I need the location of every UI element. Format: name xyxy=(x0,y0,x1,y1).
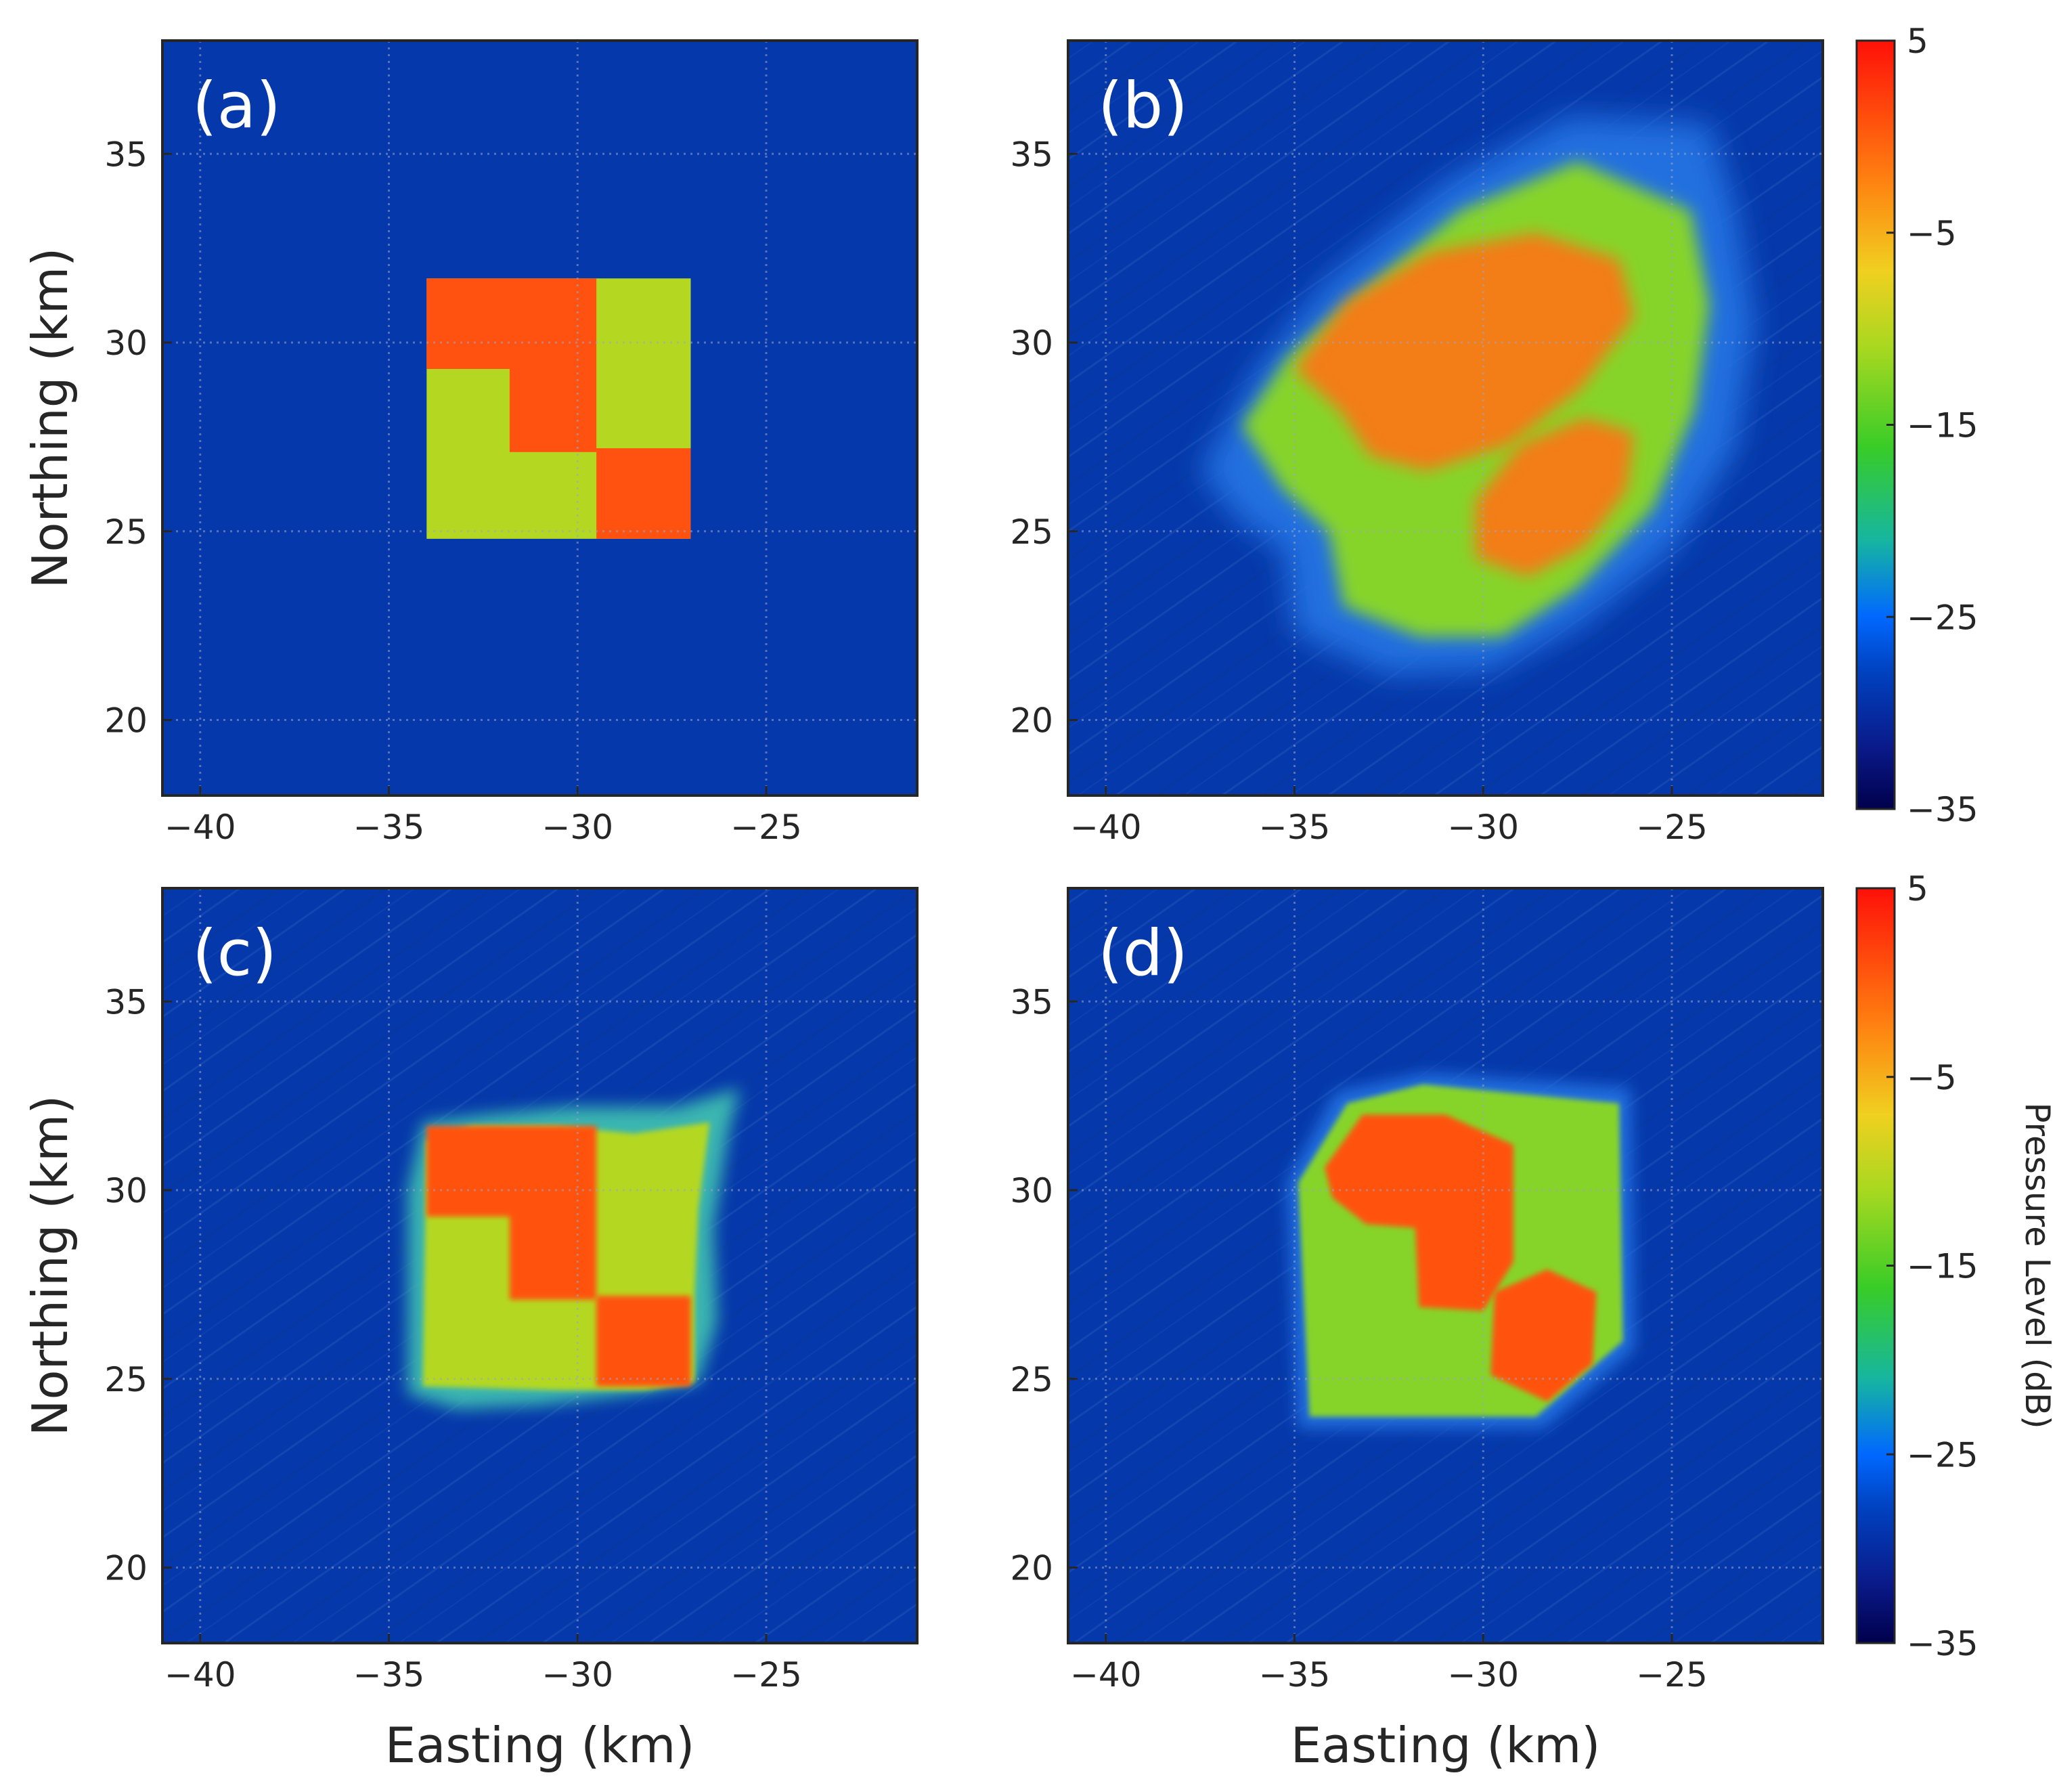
y-tick-label: 20 xyxy=(104,1549,148,1588)
x-axis-label: Easting (km) xyxy=(1291,1717,1601,1774)
y-tick-label: 30 xyxy=(104,324,148,363)
y-tick-label: 20 xyxy=(1010,1549,1053,1588)
x-tick-label: −35 xyxy=(353,808,425,847)
plot-area xyxy=(162,888,917,1643)
y-axis-label: Northing (km) xyxy=(22,1095,79,1437)
region-d-3 xyxy=(1490,1269,1597,1402)
x-tick-label: −30 xyxy=(541,1655,613,1695)
colorbar-tick-label: 5 xyxy=(1907,22,1928,61)
colorbar-tick-label: −35 xyxy=(1907,790,1978,829)
y-tick-label: 20 xyxy=(1010,701,1053,741)
x-tick-label: −25 xyxy=(1636,1655,1708,1695)
x-tick-label: −40 xyxy=(164,808,236,847)
colorbar-tick-label: −35 xyxy=(1907,1624,1978,1663)
y-tick-label: 20 xyxy=(104,701,148,741)
colorbar-tick-label: 5 xyxy=(1907,869,1928,909)
region-c-3 xyxy=(596,1296,691,1386)
x-tick-label: −30 xyxy=(1447,808,1519,847)
panel-frame xyxy=(161,887,919,1644)
panel-b: −40 −35 −30 −25 20 25 30 35 (b) xyxy=(1010,39,1824,847)
colorbar-label: Pressure Level (dB) xyxy=(2018,1102,2057,1428)
y-tick-label: 25 xyxy=(104,512,148,552)
panel-label: (d) xyxy=(1098,917,1188,990)
y-tick-label: 25 xyxy=(104,1360,148,1399)
y-tick-label: 25 xyxy=(1010,1360,1053,1399)
y-tick-label: 35 xyxy=(104,982,148,1022)
panel-frame xyxy=(161,39,919,797)
plot-area xyxy=(1068,888,1823,1643)
y-tick-label: 30 xyxy=(1010,1171,1053,1210)
x-tick-label: −25 xyxy=(730,1655,802,1695)
panel-d: −40 −35 −30 −25 20 25 30 35 (d) Easting (km) xyxy=(1010,887,1824,1774)
colorbar-tick-label: −15 xyxy=(1907,1247,1978,1286)
y-tick-label: 35 xyxy=(1010,135,1053,174)
region-d-2 xyxy=(1325,1114,1513,1311)
colorbar-tick-label: −25 xyxy=(1907,1435,1978,1474)
panel-label: (a) xyxy=(192,69,281,143)
region-c-2 xyxy=(426,1126,597,1300)
x-tick-label: −25 xyxy=(1636,808,1708,847)
x-axis-label: Easting (km) xyxy=(385,1717,695,1774)
y-tick-label: 30 xyxy=(1010,324,1053,363)
y-tick-label: 30 xyxy=(104,1171,148,1210)
x-tick-label: −30 xyxy=(1447,1655,1519,1695)
x-tick-label: −35 xyxy=(353,1655,425,1695)
x-tick-label: −30 xyxy=(541,808,613,847)
colorbar-1: 5 −5 −15 −25 −35 xyxy=(1855,22,1978,829)
y-tick-label: 35 xyxy=(1010,982,1053,1022)
panel-label: (b) xyxy=(1098,69,1188,143)
x-tick-label: −40 xyxy=(1070,808,1142,847)
panel-label: (c) xyxy=(192,917,277,990)
panel-frame xyxy=(1067,39,1824,797)
colorbars-layer: 5 −5 −15 −25 −35 5 −5 −15 −25 −35 Pressure Level (… xyxy=(1855,22,2057,1663)
x-tick-label: −25 xyxy=(730,808,802,847)
x-tick-label: −35 xyxy=(1259,1655,1331,1695)
panel-a: −40 −35 −30 −25 20 25 30 35 (a) Northing (km) xyxy=(22,39,919,847)
region-a-2 xyxy=(596,448,691,539)
region-b-3 xyxy=(1476,418,1635,577)
region-a-1 xyxy=(426,278,597,452)
colorbar-tick-label: −15 xyxy=(1907,406,1978,445)
colorbar-tick-label: −25 xyxy=(1907,598,1978,637)
colorbar-2: 5 −5 −15 −25 −35 Pressure Level (dB) xyxy=(1855,869,2057,1663)
colorbar-tick-label: −5 xyxy=(1907,214,1957,253)
colorbar-tick-label: −5 xyxy=(1907,1058,1957,1097)
x-tick-label: −35 xyxy=(1259,808,1331,847)
x-tick-label: −40 xyxy=(1070,1655,1142,1695)
plot-area xyxy=(162,41,917,795)
y-tick-label: 35 xyxy=(104,135,148,174)
panel-c: −40 −35 −30 −25 20 25 30 35 (c) Northing (km) East… xyxy=(22,887,919,1774)
x-tick-label: −40 xyxy=(164,1655,236,1695)
plot-area xyxy=(1068,41,1823,795)
y-tick-label: 25 xyxy=(1010,512,1053,552)
panel-frame xyxy=(1067,887,1824,1644)
region-b-2 xyxy=(1294,233,1635,471)
y-axis-label: Northing (km) xyxy=(22,248,79,589)
